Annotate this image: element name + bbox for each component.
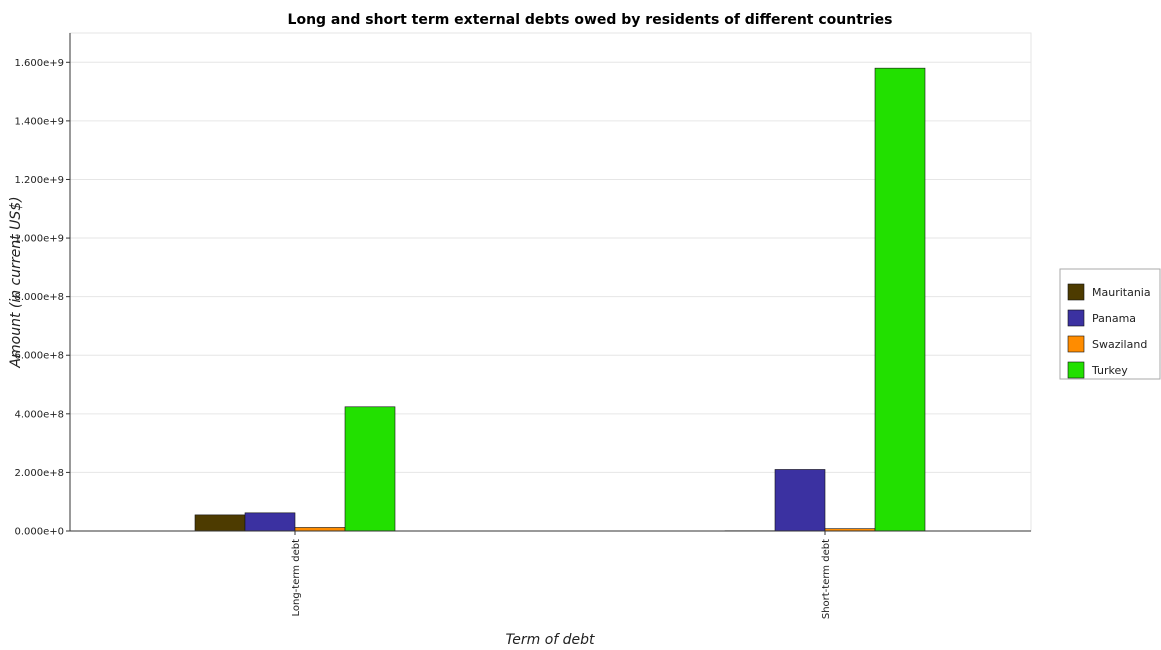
x-tick-label: Short-term debt xyxy=(821,539,832,619)
y-tick-label: 6.000e+8 xyxy=(14,351,64,362)
y-tick-label: 1.400e+9 xyxy=(14,116,64,127)
plot-area: 0.000e+0 2.000e+8 4.000e+8 6.000e+8 8.000e+8… xyxy=(14,32,1032,619)
bar-panama-short-term xyxy=(774,469,826,532)
legend-label-panama: Panama xyxy=(1092,312,1136,325)
y-tick-label: 1.000e+9 xyxy=(14,234,64,245)
legend-swatch-panama xyxy=(1067,309,1085,327)
y-tick-label: 4.000e+8 xyxy=(14,409,64,420)
legend-items: Mauritania Panama Swaziland Turkey xyxy=(1067,283,1151,379)
bar-mauritania-long-term xyxy=(194,514,246,532)
legend-swatch-swaziland xyxy=(1067,335,1085,353)
plot-background xyxy=(70,33,1031,531)
y-tick-label: 1.600e+9 xyxy=(14,58,64,69)
y-ticks: 0.000e+0 2.000e+8 4.000e+8 6.000e+8 8.000e+8… xyxy=(14,58,70,538)
legend-label-mauritania: Mauritania xyxy=(1092,286,1151,299)
x-axis-label: Term of debt xyxy=(505,632,595,648)
x-ticks: Long-term debt Short-term debt xyxy=(291,531,832,619)
y-tick-label: 1.200e+9 xyxy=(14,175,64,186)
bar-panama-long-term xyxy=(244,512,296,532)
legend-label-turkey: Turkey xyxy=(1091,364,1128,377)
bars xyxy=(194,67,926,532)
x-tick-label: Long-term debt xyxy=(291,539,302,617)
bar-swaziland-long-term xyxy=(294,527,346,532)
y-tick-label: 2.000e+8 xyxy=(14,468,64,479)
chart-title: Long and short term external debts owed … xyxy=(288,12,893,28)
legend-label-swaziland: Swaziland xyxy=(1092,338,1147,351)
legend-swatch-mauritania xyxy=(1067,283,1085,301)
legend-swatch-turkey xyxy=(1067,361,1085,379)
bar-turkey-long-term xyxy=(344,406,396,532)
y-tick-label: 0.000e+0 xyxy=(14,527,64,538)
y-axis-label: Amount (in current US$) xyxy=(8,196,24,368)
bar-turkey-short-term xyxy=(874,67,926,532)
y-tick-label: 8.000e+8 xyxy=(14,292,64,303)
legend: Mauritania Panama Swaziland Turkey xyxy=(1059,268,1161,380)
